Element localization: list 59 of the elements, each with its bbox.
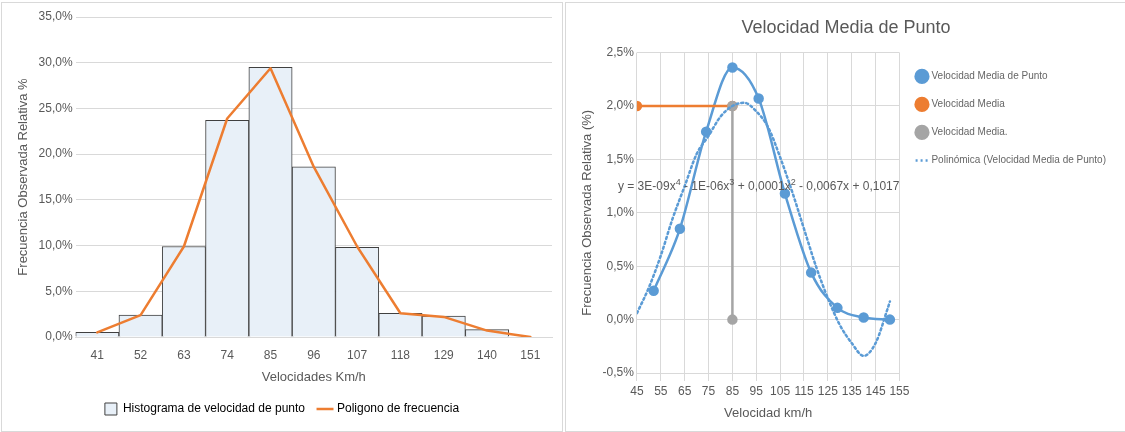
x-tick-label: 135 xyxy=(841,383,863,398)
x-tick-label: 95 xyxy=(749,383,764,398)
y-tick-label: 10,0% xyxy=(38,237,73,252)
y-tick-label: -0,5% xyxy=(602,365,635,380)
point xyxy=(727,314,738,325)
x-tick-label: 145 xyxy=(865,383,886,398)
point xyxy=(832,302,843,314)
y-tick-label: 30,0% xyxy=(38,55,73,70)
point xyxy=(648,285,659,297)
x-tick-label: 96 xyxy=(307,347,321,362)
x-tick-label: 55 xyxy=(654,383,668,398)
x-tick-label: 105 xyxy=(770,383,791,398)
point xyxy=(700,126,712,137)
y-tick-label: 0,5% xyxy=(606,258,635,273)
y-tick-label: 15,0% xyxy=(38,192,73,207)
x-axis-title: Velocidad km/h xyxy=(724,404,813,420)
y-axis-title: Frecuencia Observada Relativa (%) xyxy=(579,109,595,316)
chart-title: Velocidad Media de Punto xyxy=(741,16,951,37)
x-axis-title: Velocidades Km/h xyxy=(261,368,366,384)
y-tick-label: 1,5% xyxy=(606,151,635,166)
y-tick-label: 5,0% xyxy=(45,283,73,298)
x-tick-label: 151 xyxy=(520,347,541,362)
legend-label: Poligono de frecuencia xyxy=(337,401,460,416)
y-tick-label: 0,0% xyxy=(45,329,73,344)
y-axis-title: Frecuencia Observada Relativa % xyxy=(15,77,31,276)
point xyxy=(727,62,738,73)
x-tick-label: 107 xyxy=(347,347,368,362)
y-tick-label: 1,0% xyxy=(606,205,635,220)
x-tick-label: 74 xyxy=(220,347,235,362)
x-tick-label: 75 xyxy=(701,383,716,398)
legend-label: Velocidad Media de Punto xyxy=(931,70,1049,82)
y-tick-label: 2,5% xyxy=(606,44,635,59)
point xyxy=(753,93,764,104)
x-tick-label: 140 xyxy=(477,347,498,362)
y-tick-label: 0,0% xyxy=(606,311,635,326)
y-tick-label: 2,0% xyxy=(606,98,635,113)
x-tick-label: 118 xyxy=(390,347,411,362)
x-tick-label: 41 xyxy=(90,347,105,362)
x-tick-label: 52 xyxy=(133,347,148,362)
point xyxy=(674,223,686,235)
legend-label: Velocidad Media xyxy=(931,98,1006,110)
y-tick-label: 20,0% xyxy=(38,146,73,161)
point xyxy=(805,267,817,278)
x-tick-label: 85 xyxy=(263,347,278,362)
legend-label: Histograma de velocidad de punto xyxy=(122,401,306,416)
y-tick-label: 25,0% xyxy=(38,100,73,115)
x-tick-label: 63 xyxy=(177,347,191,362)
y-tick-label: 35,0% xyxy=(38,9,73,24)
x-tick-label: 125 xyxy=(817,383,839,398)
legend-label: Polinómica (Velocidad Media de Punto) xyxy=(931,154,1106,166)
x-tick-label: 129 xyxy=(433,347,455,362)
point xyxy=(884,314,896,325)
x-tick-label: 45 xyxy=(630,383,644,398)
x-tick-label: 65 xyxy=(678,383,692,398)
x-tick-label: 115 xyxy=(794,383,814,398)
point xyxy=(858,312,869,323)
x-tick-label: 85 xyxy=(725,383,740,398)
legend-label: Velocidad Media. xyxy=(931,126,1008,138)
x-tick-label: 155 xyxy=(889,383,910,398)
